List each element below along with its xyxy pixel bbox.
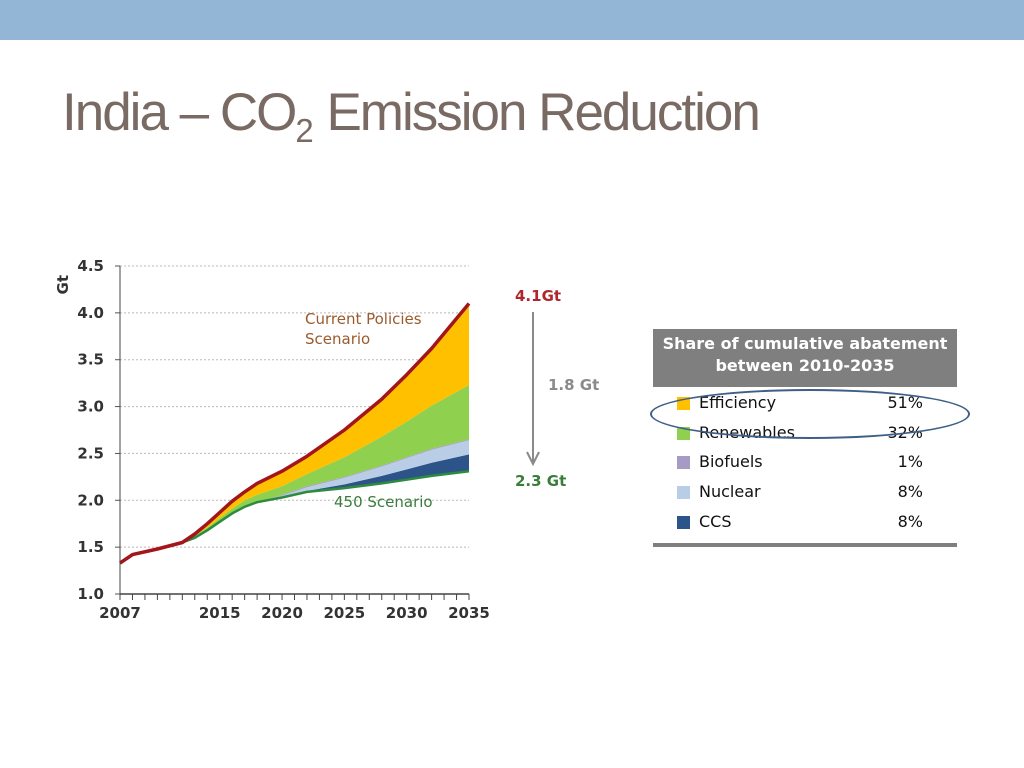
top-band bbox=[0, 0, 1024, 40]
y-tick-label-4.0: 4.0 bbox=[77, 304, 104, 322]
x-tick-label-2035: 2035 bbox=[448, 604, 490, 622]
legend-header-line1: Share of cumulative abatement bbox=[662, 334, 948, 353]
current-policies-label-line2: Scenario bbox=[305, 330, 370, 348]
title-subscript: 2 bbox=[295, 112, 314, 149]
legend-header: Share of cumulative abatement between 20… bbox=[653, 329, 957, 387]
scenario-450-label: 450 Scenario bbox=[334, 493, 433, 511]
area-ccs bbox=[120, 454, 469, 564]
legend-name: CCS bbox=[699, 511, 732, 531]
end-value-top-label: 4.1Gt bbox=[515, 287, 561, 305]
y-tick-label-3.0: 3.0 bbox=[77, 398, 104, 416]
gap-arrow-head bbox=[526, 451, 540, 467]
line-layer bbox=[119, 302, 471, 565]
title-prefix: India – CO bbox=[62, 83, 297, 142]
legend-share: 8% bbox=[897, 511, 923, 531]
legend-row-nuclear: Nuclear 8% bbox=[653, 478, 957, 506]
gap-label: 1.8 Gt bbox=[548, 376, 599, 394]
legend-share: 1% bbox=[897, 452, 923, 472]
legend-swatch bbox=[677, 515, 690, 529]
y-axis-title: Gt bbox=[54, 275, 72, 294]
area-layer bbox=[120, 303, 469, 564]
area-nuclear bbox=[120, 440, 469, 564]
axis-layer: 1.0 1.5 2.0 2.5 3.0 3.5 4.0 4.5 2007 2015 2020 2025… bbox=[54, 257, 490, 622]
legend-name: Nuclear bbox=[699, 482, 761, 502]
efficiency-highlight-ellipse bbox=[650, 389, 970, 439]
x-tick-label-2030: 2030 bbox=[386, 604, 428, 622]
slide-title: India – CO2 Emission Reduction bbox=[62, 82, 761, 150]
y-tick-label-1.0: 1.0 bbox=[77, 585, 104, 603]
legend-row-biofuels: Biofuels 1% bbox=[653, 448, 957, 476]
legend-row-ccs: CCS 8% bbox=[653, 508, 957, 536]
x-tick-label-2020: 2020 bbox=[261, 604, 303, 622]
y-tick-label-3.5: 3.5 bbox=[77, 351, 104, 369]
legend-name: Biofuels bbox=[699, 452, 763, 472]
legend-header-line2: between 2010-2035 bbox=[715, 356, 895, 375]
legend-share: 8% bbox=[897, 482, 923, 502]
annotation-layer: Current Policies Scenario 450 Scenario 4… bbox=[305, 287, 599, 511]
y-tick-label-1.5: 1.5 bbox=[77, 538, 104, 556]
end-value-bottom-label: 2.3 Gt bbox=[515, 472, 566, 490]
x-tick-label-2025: 2025 bbox=[323, 604, 365, 622]
current-policies-line bbox=[119, 302, 471, 565]
legend-swatch bbox=[677, 486, 690, 500]
x-tick-label-2007: 2007 bbox=[99, 604, 141, 622]
current-policies-label-line1: Current Policies bbox=[305, 310, 422, 328]
legend-swatch bbox=[677, 456, 690, 470]
y-tick-label-2.5: 2.5 bbox=[77, 444, 104, 462]
y-tick-label-4.5: 4.5 bbox=[77, 257, 104, 275]
y-tick-label-2.0: 2.0 bbox=[77, 491, 104, 509]
title-suffix: Emission Reduction bbox=[313, 83, 760, 142]
x-tick-label-2015: 2015 bbox=[199, 604, 241, 622]
